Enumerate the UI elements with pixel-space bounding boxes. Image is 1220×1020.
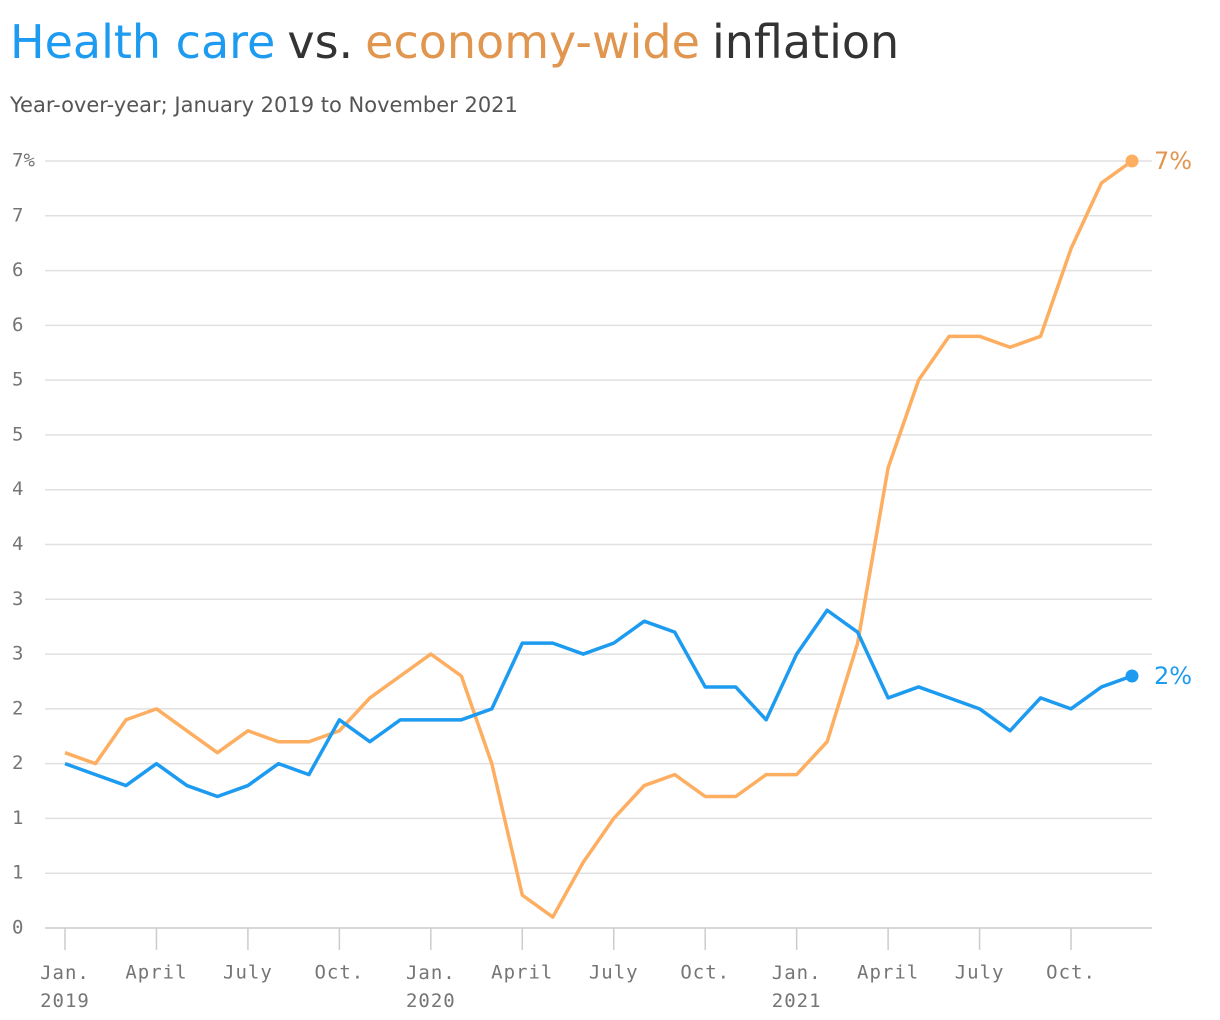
end-dot [1125,154,1139,168]
value-label: 7% [1154,147,1192,175]
y-tick-label: 4 [12,478,23,500]
series-line [64,608,1133,799]
x-tick-label: April [125,962,187,984]
y-tick-label: 7 [12,204,23,226]
chart-subtitle: Year-over-year; January 2019 to November… [9,93,518,117]
y-tick-label: 1 [12,807,23,829]
x-tick-label: April [491,962,553,984]
y-tick-label: 5 [12,423,23,445]
x-tick-label: July [589,962,639,984]
x-tick-label: Oct. [680,962,730,984]
y-tick-label: 5 [12,369,23,391]
title-part: vs. [287,15,353,69]
x-tick-label: April [857,962,919,984]
y-tick-label: 1 [12,862,23,884]
y-tick-label: 6 [12,314,23,336]
y-tick-label: 3 [12,643,23,665]
x-tick-label: July [955,962,1005,984]
y-tick-label: 2 [12,752,23,774]
end-dot [1125,669,1139,683]
value-label: 2% [1154,662,1192,690]
y-tick-label: 2 [12,697,23,719]
y-tick-label: 4 [12,533,23,555]
y-tick-label: 7% [12,150,35,172]
y-tick-label: 0 [12,917,23,939]
x-tick-label: Jan. 2020 [406,962,456,1012]
x-tick-label: Oct. [1046,962,1096,984]
title-part: inflation [712,15,899,69]
x-tick-label: Oct. [314,962,364,984]
series-line [64,159,1134,919]
chart-title: Health care vs. economy-wide inflation [10,15,899,69]
y-tick-label: 3 [12,588,23,610]
title-part: Health care [10,15,275,69]
title-part: economy-wide [365,15,700,69]
x-tick-label: Jan. 2019 [40,962,90,1012]
x-tick-label: Jan. 2021 [772,962,822,1012]
x-tick-label: July [223,962,273,984]
y-tick-label: 6 [12,259,23,281]
